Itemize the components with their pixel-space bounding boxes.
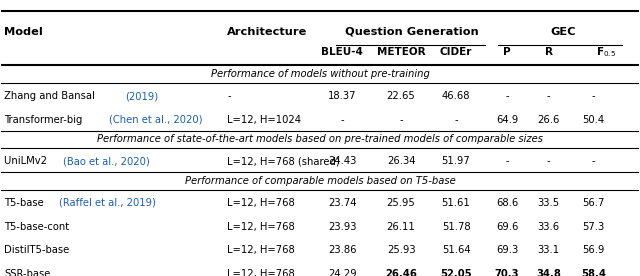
Text: 26.46: 26.46 bbox=[385, 269, 417, 276]
Text: L=12, H=768: L=12, H=768 bbox=[227, 269, 295, 276]
Text: 24.43: 24.43 bbox=[328, 156, 356, 166]
Text: T5-base: T5-base bbox=[4, 198, 47, 208]
Text: R: R bbox=[545, 47, 552, 57]
Text: Performance of state-of-the-art models based on pre-trained models of comparable: Performance of state-of-the-art models b… bbox=[97, 134, 543, 145]
Text: 33.1: 33.1 bbox=[538, 245, 560, 255]
Text: 57.3: 57.3 bbox=[582, 222, 604, 232]
Text: L=12, H=768: L=12, H=768 bbox=[227, 198, 295, 208]
Text: 25.93: 25.93 bbox=[387, 245, 415, 255]
Text: 25.95: 25.95 bbox=[387, 198, 415, 208]
Text: -: - bbox=[591, 156, 595, 166]
Text: DistilT5-base: DistilT5-base bbox=[4, 245, 69, 255]
Text: (Bao et al., 2020): (Bao et al., 2020) bbox=[63, 156, 150, 166]
Text: 23.86: 23.86 bbox=[328, 245, 356, 255]
Text: -: - bbox=[547, 91, 550, 101]
Text: L=12, H=1024: L=12, H=1024 bbox=[227, 115, 301, 125]
Text: Performance of models without pre-training: Performance of models without pre-traini… bbox=[211, 69, 429, 79]
Text: 24.29: 24.29 bbox=[328, 269, 356, 276]
Text: 33.5: 33.5 bbox=[538, 198, 560, 208]
Text: L=12, H=768: L=12, H=768 bbox=[227, 222, 295, 232]
Text: BLEU-4: BLEU-4 bbox=[321, 47, 364, 57]
Text: 18.37: 18.37 bbox=[328, 91, 356, 101]
Text: 69.6: 69.6 bbox=[496, 222, 518, 232]
Text: -: - bbox=[227, 91, 231, 101]
Text: 26.6: 26.6 bbox=[538, 115, 560, 125]
Text: P: P bbox=[503, 47, 511, 57]
Text: -: - bbox=[506, 91, 509, 101]
Text: (2019): (2019) bbox=[125, 91, 158, 101]
Text: 64.9: 64.9 bbox=[496, 115, 518, 125]
Text: -: - bbox=[340, 115, 344, 125]
Text: 52.05: 52.05 bbox=[440, 269, 472, 276]
Text: 51.61: 51.61 bbox=[442, 198, 470, 208]
Text: 56.7: 56.7 bbox=[582, 198, 605, 208]
Text: -: - bbox=[547, 156, 550, 166]
Text: Performance of comparable models based on T5-base: Performance of comparable models based o… bbox=[184, 176, 456, 186]
Text: 58.4: 58.4 bbox=[581, 269, 606, 276]
Text: 23.74: 23.74 bbox=[328, 198, 356, 208]
Text: F$_{0.5}$: F$_{0.5}$ bbox=[596, 45, 616, 59]
Text: 51.64: 51.64 bbox=[442, 245, 470, 255]
Text: 56.9: 56.9 bbox=[582, 245, 605, 255]
Text: (Raffel et al., 2019): (Raffel et al., 2019) bbox=[59, 198, 156, 208]
Text: 68.6: 68.6 bbox=[496, 198, 518, 208]
Text: 51.97: 51.97 bbox=[442, 156, 470, 166]
Text: METEOR: METEOR bbox=[377, 47, 426, 57]
Text: 50.4: 50.4 bbox=[582, 115, 604, 125]
Text: 26.11: 26.11 bbox=[387, 222, 415, 232]
Text: Architecture: Architecture bbox=[227, 27, 308, 37]
Text: -: - bbox=[454, 115, 458, 125]
Text: CIDEr: CIDEr bbox=[440, 47, 472, 57]
Text: -: - bbox=[399, 115, 403, 125]
Text: 51.78: 51.78 bbox=[442, 222, 470, 232]
Text: 69.3: 69.3 bbox=[496, 245, 518, 255]
Text: 33.6: 33.6 bbox=[538, 222, 560, 232]
Text: GEC: GEC bbox=[550, 27, 576, 37]
Text: 23.93: 23.93 bbox=[328, 222, 356, 232]
Text: 46.68: 46.68 bbox=[442, 91, 470, 101]
Text: Zhang and Bansal: Zhang and Bansal bbox=[4, 91, 98, 101]
Text: 22.65: 22.65 bbox=[387, 91, 415, 101]
Text: L=12, H=768: L=12, H=768 bbox=[227, 245, 295, 255]
Text: Transformer-big: Transformer-big bbox=[4, 115, 85, 125]
Text: 34.8: 34.8 bbox=[536, 269, 561, 276]
Text: UniLMv2: UniLMv2 bbox=[4, 156, 50, 166]
Text: SSR-base: SSR-base bbox=[4, 269, 51, 276]
Text: Question Generation: Question Generation bbox=[345, 27, 479, 37]
Text: Model: Model bbox=[4, 27, 43, 37]
Text: 70.3: 70.3 bbox=[495, 269, 520, 276]
Text: 26.34: 26.34 bbox=[387, 156, 415, 166]
Text: -: - bbox=[591, 91, 595, 101]
Text: (Chen et al., 2020): (Chen et al., 2020) bbox=[109, 115, 202, 125]
Text: L=12, H=768 (shared): L=12, H=768 (shared) bbox=[227, 156, 340, 166]
Text: T5-base-cont: T5-base-cont bbox=[4, 222, 69, 232]
Text: -: - bbox=[506, 156, 509, 166]
